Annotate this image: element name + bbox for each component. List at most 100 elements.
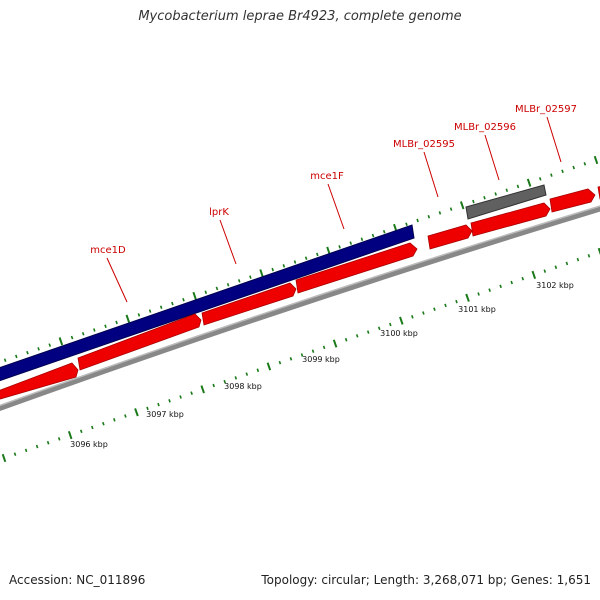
minor-tick-mark xyxy=(256,368,260,373)
minor-tick-mark xyxy=(13,452,17,456)
minor-tick-mark xyxy=(159,305,163,310)
minor-tick-mark xyxy=(282,264,286,268)
gene-label-mce1f: mce1F xyxy=(310,171,344,182)
minor-tick-mark xyxy=(366,330,370,334)
minor-tick-mark xyxy=(245,372,249,376)
minor-tick-mark xyxy=(488,288,491,292)
minor-tick-mark xyxy=(70,335,74,340)
major-tick-mark xyxy=(134,408,139,417)
minor-tick-mark xyxy=(550,173,553,177)
minor-tick-mark xyxy=(371,233,375,238)
minor-tick-mark xyxy=(104,324,107,328)
minor-tick-mark xyxy=(510,280,513,285)
minor-tick-mark xyxy=(355,334,359,338)
minor-tick-mark xyxy=(521,276,525,281)
cds-arrow[interactable] xyxy=(77,313,202,371)
minor-tick-mark xyxy=(179,395,182,399)
cds-arrow[interactable] xyxy=(427,224,473,250)
minor-tick-mark xyxy=(115,320,118,325)
minor-tick-mark xyxy=(182,298,185,302)
minor-tick-mark xyxy=(289,357,293,361)
major-tick-mark xyxy=(593,155,599,165)
kbp-label-3100: 3100 kbp xyxy=(380,329,418,338)
minor-tick-mark xyxy=(561,169,564,174)
gene-label-leader xyxy=(423,151,439,198)
minor-tick-mark xyxy=(237,279,241,283)
minor-tick-mark xyxy=(389,322,392,327)
minor-tick-mark xyxy=(360,237,364,242)
minor-tick-mark xyxy=(35,444,39,449)
minor-tick-mark xyxy=(223,379,227,384)
minor-tick-mark xyxy=(102,421,105,426)
cds-arrow[interactable] xyxy=(470,202,551,237)
gene-label-leader xyxy=(484,134,500,181)
major-tick-mark xyxy=(259,269,264,278)
minor-tick-mark xyxy=(405,222,408,226)
minor-tick-mark xyxy=(157,402,160,407)
minor-tick-mark xyxy=(583,162,587,166)
major-tick-mark xyxy=(526,178,532,187)
major-tick-mark xyxy=(266,362,272,371)
kbp-label-3099: 3099 kbp xyxy=(302,355,340,364)
minor-tick-mark xyxy=(438,211,442,215)
major-tick-mark xyxy=(1,453,7,463)
minor-tick-mark xyxy=(338,245,341,249)
major-tick-mark xyxy=(465,293,470,302)
minor-tick-mark xyxy=(278,360,282,365)
gene-label-leader xyxy=(219,219,237,265)
minor-tick-mark xyxy=(79,429,83,434)
feature-bar-blue[interactable] xyxy=(0,224,415,384)
minor-tick-mark xyxy=(538,177,542,181)
minor-tick-mark xyxy=(24,448,28,453)
major-tick-mark xyxy=(399,316,404,325)
minor-tick-mark xyxy=(137,313,141,317)
kbp-label-3102: 3102 kbp xyxy=(536,281,574,290)
cds-arrow[interactable] xyxy=(201,282,297,326)
minor-tick-mark xyxy=(271,267,274,272)
major-tick-mark xyxy=(125,314,131,323)
minor-tick-mark xyxy=(215,286,219,291)
gene-label-leader xyxy=(106,257,128,303)
minor-tick-mark xyxy=(411,315,414,319)
minor-tick-mark xyxy=(26,350,29,355)
cds-arrow[interactable] xyxy=(549,188,596,213)
minor-tick-mark xyxy=(81,332,85,336)
major-tick-mark xyxy=(332,339,338,348)
upper-tick-track xyxy=(3,155,599,362)
cds-arrow[interactable] xyxy=(295,242,418,294)
gene-label-leader xyxy=(327,183,345,230)
minor-tick-mark xyxy=(190,391,193,395)
major-tick-mark xyxy=(67,430,73,440)
gene-label-leader xyxy=(546,116,562,163)
minor-tick-mark xyxy=(57,437,61,441)
gene-label-mlbr-02595: MLBr_02595 xyxy=(393,139,455,150)
gene-label-lprk: lprK xyxy=(209,207,229,218)
minor-tick-mark xyxy=(382,230,386,234)
minor-tick-mark xyxy=(168,399,171,403)
minor-tick-mark xyxy=(499,284,502,289)
minor-tick-mark xyxy=(377,326,381,331)
minor-tick-mark xyxy=(234,376,238,380)
genome-backbone xyxy=(0,206,600,412)
major-tick-mark xyxy=(200,385,205,394)
major-tick-mark xyxy=(58,337,64,346)
minor-tick-mark xyxy=(46,440,50,445)
minor-tick-mark xyxy=(505,188,509,192)
minor-tick-mark xyxy=(311,349,315,353)
minor-tick-mark xyxy=(349,241,353,245)
cds-arrow[interactable] xyxy=(0,362,79,402)
major-tick-mark xyxy=(459,201,465,210)
minor-tick-mark xyxy=(249,275,252,279)
gene-label-mlbr-02596: MLBr_02596 xyxy=(454,122,516,133)
minor-tick-mark xyxy=(416,218,419,223)
minor-tick-mark xyxy=(422,311,425,315)
minor-tick-mark xyxy=(204,290,208,294)
feature-bar-gray[interactable] xyxy=(465,184,547,220)
gene-label-mlbr-02597: MLBr_02597 xyxy=(515,104,577,115)
kbp-label-3096: 3096 kbp xyxy=(70,440,108,449)
genome-summary: Topology: circular; Length: 3,268,071 bp… xyxy=(261,573,591,587)
minor-tick-mark xyxy=(293,260,297,264)
minor-tick-mark xyxy=(444,303,447,308)
kbp-label-3098: 3098 kbp xyxy=(224,382,262,391)
